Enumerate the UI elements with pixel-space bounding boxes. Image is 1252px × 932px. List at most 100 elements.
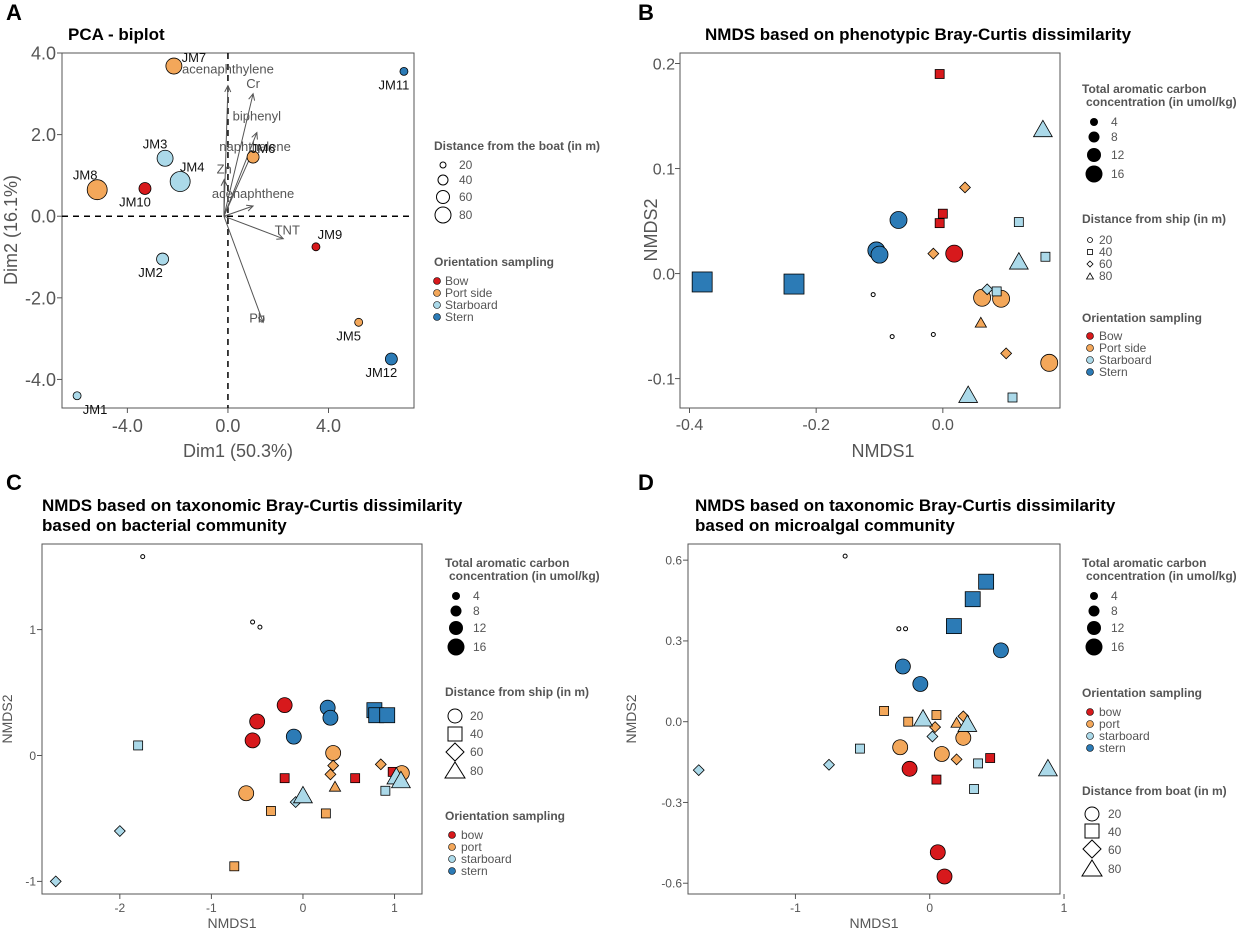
y-tick-label: -0.6 [661, 877, 682, 891]
legend-dist-20 [1087, 237, 1093, 243]
legend-dist-60 [1082, 839, 1102, 859]
x-tick-label: -2 [114, 901, 125, 915]
y-tick-label: 0 [29, 749, 36, 763]
data-point [380, 785, 391, 796]
sample-label: JM7 [182, 50, 207, 65]
x-tick-label: -1 [790, 901, 801, 915]
panel-a-plot-frame [61, 52, 415, 409]
data-point [892, 739, 909, 756]
panel-a-points: JM1 JM2 JM3 JM4 JM5 JM6 JM7 JM8 JM9 JM10 JM11 JM12 [72, 50, 409, 417]
data-point [929, 844, 946, 861]
data-point [945, 244, 964, 263]
loading-arrow-head [220, 178, 228, 187]
legend-distance-label: 40 [1108, 825, 1122, 839]
data-point [937, 208, 948, 219]
legend-distance-title: Distance from the boat (in m) [434, 139, 600, 153]
data-point [49, 875, 62, 888]
data-point [165, 57, 183, 75]
data-point [322, 709, 339, 726]
legend-distance-title: Distance from boat (in m) [1082, 784, 1227, 798]
loading-label: acenaphthene [212, 186, 294, 201]
legend-dist-80 [1085, 272, 1095, 280]
data-point [842, 553, 848, 559]
y-tick-label: 0.2 [653, 56, 675, 73]
legend-distance-label: 60 [470, 745, 484, 759]
data-point [379, 707, 396, 724]
loading-label: biphenyl [233, 109, 282, 124]
data-point [1040, 251, 1051, 262]
loading-label: Pb [249, 310, 265, 325]
legend-distance-label: 80 [470, 764, 484, 778]
y-tick-label: -4.0 [25, 370, 56, 390]
legend-distance-label: 80 [459, 208, 473, 222]
x-tick-label: 0 [926, 901, 933, 915]
data-point [930, 331, 936, 337]
legend-dist-40 [1087, 249, 1093, 255]
legend-stern-marker [433, 313, 441, 321]
data-point [384, 352, 398, 366]
data-point [249, 713, 266, 730]
panel-d-points [692, 553, 1058, 885]
panel-b-title: NMDS based on phenotypic Bray-Curtis dis… [705, 25, 1132, 44]
legend-concentration-title: Total aromatic carbon [1082, 556, 1206, 570]
y-tick-label: -2.0 [25, 288, 56, 308]
data-point [894, 658, 911, 675]
legend-conc-label: 16 [473, 640, 487, 654]
y-tick-label: 2.0 [31, 125, 56, 145]
loading-arrow [223, 216, 264, 323]
data-point [320, 808, 331, 819]
legend-concentration-title: Total aromatic carbon [1082, 82, 1206, 96]
panel-b: B NMDS based on phenotypic Bray-Curtis d… [638, 0, 1237, 461]
legend-distance-label: 20 [1099, 233, 1113, 247]
data-point [279, 773, 290, 784]
x-tick-label: -0.2 [802, 417, 830, 434]
data-point [72, 391, 82, 401]
panel-c-title: NMDS based on taxonomic Bray-Curtis diss… [42, 496, 463, 515]
data-point [399, 66, 409, 76]
legend-distance-title: Distance from ship (in m) [445, 685, 589, 699]
data-point [950, 716, 963, 728]
legend-dist-40 [447, 726, 463, 742]
data-point [244, 732, 261, 749]
panel-b-points [691, 69, 1059, 403]
legend-distance-label: 60 [1099, 257, 1113, 271]
data-point [1007, 392, 1018, 403]
legend-distance-label: 40 [470, 727, 484, 741]
legend-conc-12 [449, 621, 463, 635]
legend-distance-80 [434, 206, 452, 224]
legend-orientation-label: Port side [445, 286, 493, 300]
legend-orientation-label: port [461, 840, 482, 854]
panel-d-y-label: NMDS2 [623, 694, 639, 743]
legend-conc-8 [450, 605, 462, 617]
data-point [390, 770, 412, 789]
data-point [1037, 758, 1058, 777]
data-point [931, 710, 942, 720]
legend-orientation-label: Bow [1099, 329, 1123, 343]
legend-dist-20 [447, 708, 463, 724]
data-point [933, 746, 950, 762]
legend-conc-4 [452, 592, 460, 600]
legend-concentration-title: Total aromatic carbon [445, 556, 569, 570]
legend-distance-label: 20 [470, 709, 484, 723]
data-point [973, 758, 983, 769]
legend-orientation-title: Orientation sampling [434, 255, 554, 269]
panel-b-x-label: NMDS1 [851, 441, 914, 461]
data-point [169, 171, 191, 192]
y-tick-label: -1 [25, 875, 36, 889]
legend-stern-marker [1086, 368, 1094, 376]
loading-arrow-head [257, 315, 265, 324]
legend-distance-40 [437, 174, 449, 186]
panel-b-legend: Total aromatic carbon concentration (in … [1082, 82, 1237, 379]
data-point [1013, 217, 1024, 227]
legend-orientation-label: Stern [445, 310, 474, 324]
data-point [870, 245, 889, 264]
legend-conc-12 [1087, 148, 1101, 162]
panel-c-points [49, 554, 412, 888]
legend-distance-label: 60 [459, 190, 473, 204]
data-point [926, 730, 939, 743]
loading-label: TNT [275, 223, 300, 238]
panel-c-x-label: NMDS1 [207, 915, 256, 931]
data-point [156, 149, 174, 167]
data-point [328, 780, 342, 792]
panel-c-y-label: NMDS2 [0, 694, 15, 743]
